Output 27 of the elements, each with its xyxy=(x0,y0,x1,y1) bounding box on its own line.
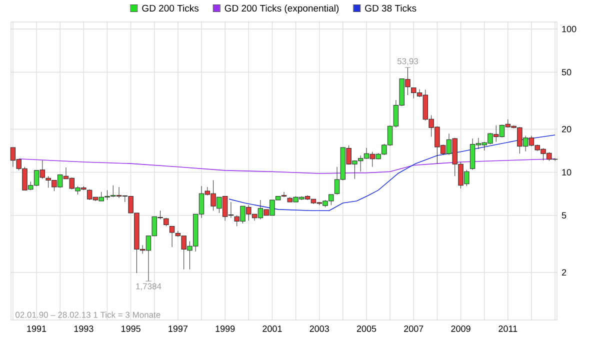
x-tick-label: 2003 xyxy=(310,326,329,332)
y-tick-label: 5 xyxy=(562,212,566,219)
x-tick-label: 1991 xyxy=(27,326,46,332)
x-tick-label: 1999 xyxy=(216,326,235,332)
x-tick-label: 2007 xyxy=(404,326,424,332)
y-tick-label: 2 xyxy=(562,269,566,276)
line-series xyxy=(228,134,556,211)
x-tick-label: 1995 xyxy=(121,326,140,332)
x-tick-label: 2001 xyxy=(262,326,282,332)
x-tick-label: 2005 xyxy=(356,326,376,332)
legend-label: GD 200 Ticks xyxy=(142,4,199,12)
candlestick xyxy=(169,226,175,248)
y-tick-label: 20 xyxy=(562,126,572,132)
legend-label: GD 200 Ticks (exponential) xyxy=(224,4,339,14)
y-tick-label: 50 xyxy=(562,68,572,76)
x-tick-label: 2011 xyxy=(498,326,518,332)
annotation: 53,93 xyxy=(397,58,418,66)
y-tick-label: 10 xyxy=(562,169,572,176)
legend-label: GD 38 Ticks xyxy=(365,4,416,12)
x-tick-label: 2009 xyxy=(451,326,470,332)
x-tick-label: 1997 xyxy=(168,326,188,332)
line-series xyxy=(18,158,556,174)
annotation: 02.01.90 – 28.02.13 1 Tick = 3 Monate xyxy=(16,312,160,318)
candlestick xyxy=(164,218,169,226)
annotation: 1,7384 xyxy=(136,283,162,290)
y-tick-label: 100 xyxy=(562,26,576,32)
x-tick-label: 1993 xyxy=(74,326,94,332)
